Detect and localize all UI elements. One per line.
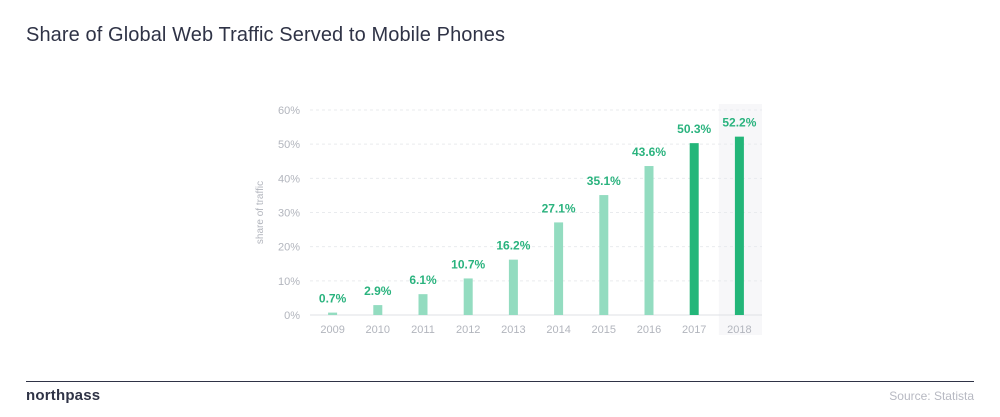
x-tick-label: 2017 bbox=[682, 324, 706, 336]
data-label: 0.7% bbox=[319, 292, 347, 306]
data-label: 27.1% bbox=[542, 201, 576, 215]
bar bbox=[554, 222, 564, 315]
bar bbox=[644, 166, 654, 315]
x-tick-label: 2013 bbox=[501, 324, 525, 336]
data-label: 16.2% bbox=[496, 239, 530, 253]
data-label: 43.6% bbox=[632, 145, 666, 159]
bar bbox=[373, 305, 383, 315]
x-tick-label: 2011 bbox=[411, 324, 435, 336]
bar bbox=[328, 312, 338, 315]
x-tick-label: 2015 bbox=[592, 324, 616, 336]
bar bbox=[508, 259, 518, 315]
data-label: 35.1% bbox=[587, 174, 621, 188]
data-label: 52.2% bbox=[722, 116, 756, 130]
footer-divider bbox=[26, 381, 974, 382]
y-axis-label: share of traffic bbox=[255, 181, 266, 244]
data-label: 10.7% bbox=[451, 257, 485, 271]
bar bbox=[418, 294, 428, 315]
y-tick-label: 40% bbox=[278, 173, 300, 185]
bar bbox=[734, 136, 744, 315]
data-label: 50.3% bbox=[677, 122, 711, 136]
x-tick-label: 2012 bbox=[456, 324, 480, 336]
y-tick-label: 20% bbox=[278, 242, 300, 254]
y-tick-label: 0% bbox=[284, 310, 300, 322]
x-tick-label: 2016 bbox=[637, 324, 661, 336]
bar bbox=[689, 143, 699, 315]
chart-title: Share of Global Web Traffic Served to Mo… bbox=[26, 24, 506, 46]
x-tick-label: 2009 bbox=[320, 324, 344, 336]
bar bbox=[463, 278, 473, 315]
y-tick-label: 10% bbox=[278, 276, 300, 288]
y-tick-label: 50% bbox=[278, 139, 300, 151]
data-label: 6.1% bbox=[409, 273, 437, 287]
x-tick-label: 2018 bbox=[727, 324, 751, 336]
x-tick-label: 2014 bbox=[546, 324, 570, 336]
source-note: Source: Statista bbox=[889, 389, 974, 403]
data-label: 2.9% bbox=[364, 284, 392, 298]
x-tick-label: 2010 bbox=[366, 324, 390, 336]
bar bbox=[599, 195, 609, 315]
brand-logo: northpass bbox=[26, 387, 101, 404]
y-tick-label: 60% bbox=[278, 105, 300, 117]
y-tick-label: 30% bbox=[278, 208, 300, 220]
